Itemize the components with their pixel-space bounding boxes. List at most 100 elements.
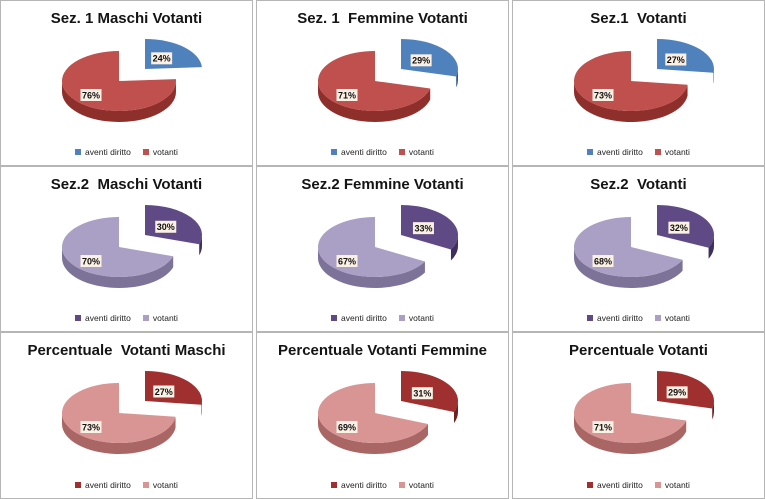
data-label-box <box>80 255 102 267</box>
chart-panel: Sez.1 Votanti 27% 73% aventi diritto votanti <box>512 0 765 166</box>
chart-title: Percentuale Votanti Maschi <box>27 342 226 359</box>
legend-swatch <box>398 149 405 155</box>
data-label: 33% <box>412 222 434 235</box>
data-label-text: 69% <box>338 422 356 432</box>
data-label: 31% <box>411 387 433 400</box>
legend-label: votanti <box>152 313 178 323</box>
pie-chart: 27% 73% <box>61 371 202 455</box>
slice-votanti-side <box>574 81 688 123</box>
data-label-box <box>592 421 614 433</box>
legend-swatch <box>75 482 82 488</box>
data-label-box <box>592 89 614 101</box>
legend-swatch <box>587 149 594 155</box>
slice-aventi-side <box>712 401 714 420</box>
data-label-box <box>80 89 102 101</box>
legend-item: votanti <box>142 147 178 157</box>
legend-label: aventi diritto <box>597 480 643 490</box>
legend-label: aventi diritto <box>341 480 387 490</box>
legend-swatch <box>142 482 149 488</box>
chart-legend: aventi diritto votanti <box>257 147 508 157</box>
chart-title: Sez.1 Votanti <box>590 10 687 27</box>
legend-label: votanti <box>152 480 178 490</box>
pie-chart: 29% 71% <box>318 39 458 123</box>
chart-panel: Sez.2 Votanti 32% 68% aventi diritto votanti <box>512 166 765 332</box>
legend-swatch <box>398 482 405 488</box>
pie-chart: 31% 69% <box>318 371 458 454</box>
pie-chart: 29% 71% <box>574 371 714 455</box>
slice-votanti-side <box>574 247 683 288</box>
data-label: 29% <box>410 54 432 67</box>
data-label-box <box>668 221 690 234</box>
chart-panel: Sez. 1 Femmine Votanti 29% 71% aventi dirit… <box>256 0 509 166</box>
slice-votanti-side <box>318 413 428 454</box>
legend-label: votanti <box>664 313 690 323</box>
legend-item: aventi diritto <box>587 313 643 323</box>
chart-legend: aventi diritto votanti <box>1 480 252 490</box>
legend-item: votanti <box>142 480 178 490</box>
chart-legend: aventi diritto votanti <box>1 147 252 157</box>
slice-aventi-side <box>199 235 202 256</box>
data-label-text: 29% <box>668 388 686 398</box>
slice-votanti-side <box>574 413 687 455</box>
slice-votanti-side <box>318 247 425 288</box>
legend-item: votanti <box>398 313 434 323</box>
chart-panel: Percentuale Votanti Femmine 31% 69% aventi … <box>256 332 509 499</box>
slice-votanti-side <box>318 81 431 123</box>
slice-aventi-side <box>453 401 458 424</box>
legend-item: aventi diritto <box>75 313 131 323</box>
data-label: 30% <box>155 220 177 233</box>
legend-label: aventi diritto <box>85 313 131 323</box>
legend-item: aventi diritto <box>331 313 387 323</box>
pie-chart: 32% 68% <box>574 205 714 288</box>
slice-votanti-side <box>62 413 176 455</box>
data-label-box <box>336 89 358 101</box>
data-label-text: 24% <box>153 54 171 64</box>
data-label: 67% <box>336 255 358 267</box>
legend-label: aventi diritto <box>341 147 387 157</box>
data-label: 71% <box>592 421 614 433</box>
legend-item: votanti <box>398 147 434 157</box>
chart-title: Sez. 1 Femmine Votanti <box>297 10 468 27</box>
chart-legend: aventi diritto votanti <box>1 313 252 323</box>
legend-swatch <box>654 482 661 488</box>
slice-votanti-side <box>62 81 176 122</box>
legend-swatch <box>331 149 338 155</box>
legend-label: aventi diritto <box>341 313 387 323</box>
chart-legend: aventi diritto votanti <box>257 313 508 323</box>
slice-aventi-side <box>450 235 458 261</box>
legend-item: aventi diritto <box>75 480 131 490</box>
data-label-text: 33% <box>414 223 432 233</box>
legend-swatch <box>142 149 149 155</box>
data-label-text: 29% <box>412 56 430 66</box>
chart-legend: aventi diritto votanti <box>257 480 508 490</box>
data-label-text: 67% <box>338 256 356 266</box>
chart-legend: aventi diritto votanti <box>513 480 764 490</box>
data-label: 73% <box>80 421 102 433</box>
slice-aventi-side <box>456 69 458 88</box>
data-label-text: 32% <box>670 223 688 233</box>
data-label: 73% <box>592 89 614 101</box>
data-label-box <box>153 385 175 398</box>
chart-title: Sez.2 Votanti <box>590 176 687 193</box>
legend-swatch <box>75 315 82 321</box>
data-label: 71% <box>336 89 358 101</box>
legend-label: aventi diritto <box>597 147 643 157</box>
legend-swatch <box>331 482 338 488</box>
data-label-box <box>666 386 688 399</box>
data-label: 29% <box>666 386 688 399</box>
data-label-box <box>411 387 433 400</box>
legend-swatch <box>654 149 661 155</box>
pie-chart: 24% 76% <box>62 39 202 122</box>
data-label-box <box>412 222 434 235</box>
data-label-text: 27% <box>667 55 685 65</box>
data-label-text: 68% <box>594 256 612 266</box>
legend-label: votanti <box>408 147 434 157</box>
chart-panel: Sez.2 Maschi Votanti 30% 70% aventi diritto… <box>0 166 253 332</box>
legend-item: aventi diritto <box>331 480 387 490</box>
legend-item: votanti <box>142 313 178 323</box>
data-label-text: 73% <box>82 422 100 432</box>
legend-label: votanti <box>152 147 178 157</box>
data-label: 24% <box>151 52 173 65</box>
legend-label: votanti <box>664 147 690 157</box>
chart-panel: Sez.2 Femmine Votanti 33% 67% aventi diritt… <box>256 166 509 332</box>
